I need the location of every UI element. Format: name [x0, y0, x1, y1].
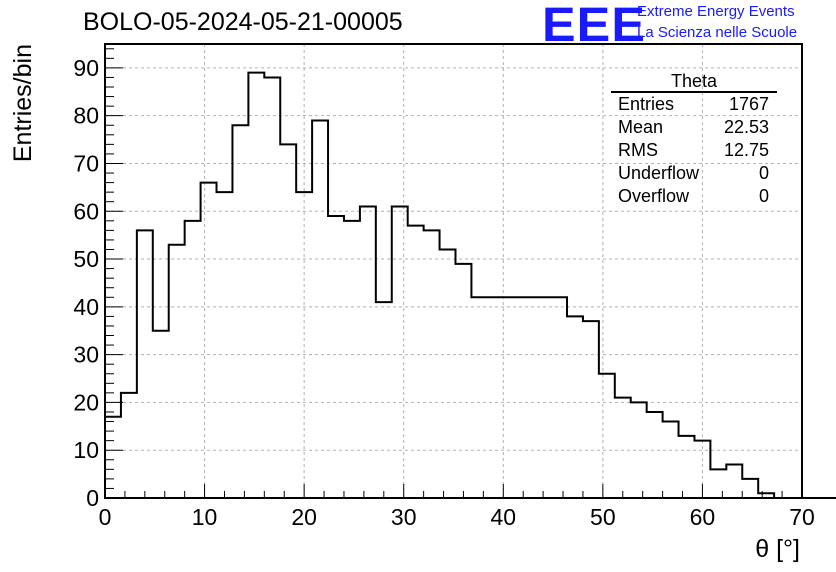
eee-logo: EEE	[542, 0, 646, 52]
tick-labels: 0 10 20 30 40 50 60 70 0 10 20 30 40 50 60 70 80 90	[73, 55, 814, 530]
x-tick-label: 70	[789, 504, 815, 530]
plot-frame	[104, 43, 803, 499]
y-tick-label: 60	[73, 198, 99, 224]
stats-value: 22.53	[723, 117, 769, 137]
x-tick-label: 0	[99, 504, 112, 530]
stats-box-title: Theta	[611, 71, 777, 93]
y-tick-label: 30	[73, 342, 99, 368]
y-tick-label: 90	[73, 55, 99, 81]
y-tick-label: 70	[73, 150, 99, 176]
stats-row-underflow: Underflow 0	[611, 162, 777, 185]
stats-box: Theta Entries 1767 Mean 22.53 RMS 12.75 Und…	[611, 71, 777, 208]
y-tick-label: 50	[73, 246, 99, 272]
stats-value: 0	[758, 186, 769, 206]
y-tick-label: 0	[86, 485, 99, 511]
x-tick-label: 50	[590, 504, 616, 530]
stats-label: Underflow	[618, 163, 700, 183]
y-tick-label: 10	[73, 437, 99, 463]
stats-row-mean: Mean 22.53	[611, 116, 777, 139]
chart-title: BOLO-05-2024-05-21-00005	[83, 8, 403, 36]
stats-value: 12.75	[723, 140, 769, 160]
x-tick-label: 30	[391, 504, 417, 530]
stats-label: Entries	[618, 94, 675, 114]
x-tick-label: 10	[192, 504, 218, 530]
stats-row-overflow: Overflow 0	[611, 185, 777, 208]
x-axis-label: θ [°]	[755, 535, 800, 563]
y-tick-label: 20	[73, 389, 99, 415]
y-tick-label: 40	[73, 294, 99, 320]
x-tick-label: 20	[291, 504, 317, 530]
stats-row-entries: Entries 1767	[611, 93, 777, 116]
x-tick-label: 60	[690, 504, 716, 530]
y-tick-label: 80	[73, 103, 99, 129]
axis-ticks	[104, 48, 803, 499]
histogram-line	[104, 71, 836, 499]
org-name-line1: Extreme Energy Events	[637, 3, 795, 20]
grid-lines	[105, 44, 802, 498]
stats-label: Mean	[618, 117, 664, 137]
y-axis-label: Entries/bin	[9, 44, 37, 162]
stats-label: RMS	[618, 140, 658, 160]
org-name-line2: La Scienza nelle Scuole	[637, 24, 798, 41]
x-tick-label: 40	[490, 504, 516, 530]
stats-label: Overflow	[618, 186, 690, 206]
stats-row-rms: RMS 12.75	[611, 139, 777, 162]
stats-value: 0	[758, 163, 769, 183]
stats-value: 1767	[728, 94, 769, 114]
